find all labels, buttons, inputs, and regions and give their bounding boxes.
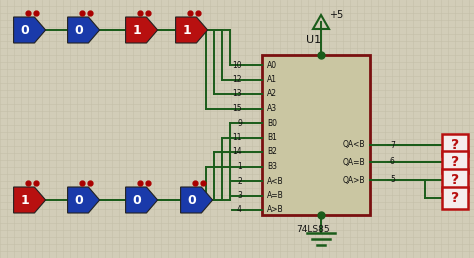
Text: A3: A3: [267, 104, 277, 113]
FancyBboxPatch shape: [442, 134, 468, 156]
Polygon shape: [14, 187, 46, 213]
Bar: [262, 55, 370, 215]
Text: 4: 4: [237, 206, 242, 214]
Text: 10: 10: [232, 60, 242, 69]
Text: A0: A0: [267, 60, 277, 69]
Polygon shape: [181, 187, 213, 213]
Text: A2: A2: [267, 90, 277, 99]
Text: 0: 0: [21, 23, 29, 36]
Text: 1: 1: [182, 23, 191, 36]
FancyBboxPatch shape: [442, 151, 468, 173]
Text: 14: 14: [232, 148, 242, 157]
Text: 0: 0: [133, 194, 141, 206]
Text: 7: 7: [390, 141, 395, 149]
Text: ?: ?: [451, 191, 459, 205]
Text: ?: ?: [451, 138, 459, 152]
Text: 2: 2: [237, 176, 242, 186]
Text: 11: 11: [233, 133, 242, 142]
Text: 3: 3: [237, 191, 242, 200]
Text: U1: U1: [306, 35, 321, 45]
Polygon shape: [126, 187, 157, 213]
Polygon shape: [68, 187, 100, 213]
Text: QA=B: QA=B: [342, 157, 365, 166]
Text: A1: A1: [267, 75, 277, 84]
Text: A=B: A=B: [267, 191, 284, 200]
Text: 1: 1: [133, 23, 141, 36]
Text: A>B: A>B: [267, 206, 283, 214]
Text: 74LS85: 74LS85: [296, 225, 329, 234]
Polygon shape: [68, 17, 100, 43]
Text: B2: B2: [267, 148, 277, 157]
Text: 13: 13: [232, 90, 242, 99]
Text: 5: 5: [390, 175, 395, 184]
Text: B0: B0: [267, 118, 277, 127]
Text: 1: 1: [21, 194, 29, 206]
Text: A<B: A<B: [267, 176, 283, 186]
Text: QA>B: QA>B: [343, 175, 365, 184]
Text: B1: B1: [267, 133, 277, 142]
Text: 0: 0: [188, 194, 196, 206]
Text: ?: ?: [451, 155, 459, 169]
Text: QA<B: QA<B: [343, 141, 365, 149]
FancyBboxPatch shape: [442, 169, 468, 191]
Text: ?: ?: [451, 173, 459, 187]
Text: 12: 12: [233, 75, 242, 84]
Text: 0: 0: [74, 23, 83, 36]
Text: +5: +5: [329, 10, 343, 20]
Polygon shape: [175, 17, 208, 43]
Polygon shape: [126, 17, 157, 43]
Text: 6: 6: [390, 157, 395, 166]
Text: 15: 15: [232, 104, 242, 113]
Text: B3: B3: [267, 162, 277, 171]
FancyBboxPatch shape: [442, 187, 468, 209]
Polygon shape: [14, 17, 46, 43]
Text: 0: 0: [74, 194, 83, 206]
Text: 9: 9: [237, 118, 242, 127]
Text: 1: 1: [237, 162, 242, 171]
